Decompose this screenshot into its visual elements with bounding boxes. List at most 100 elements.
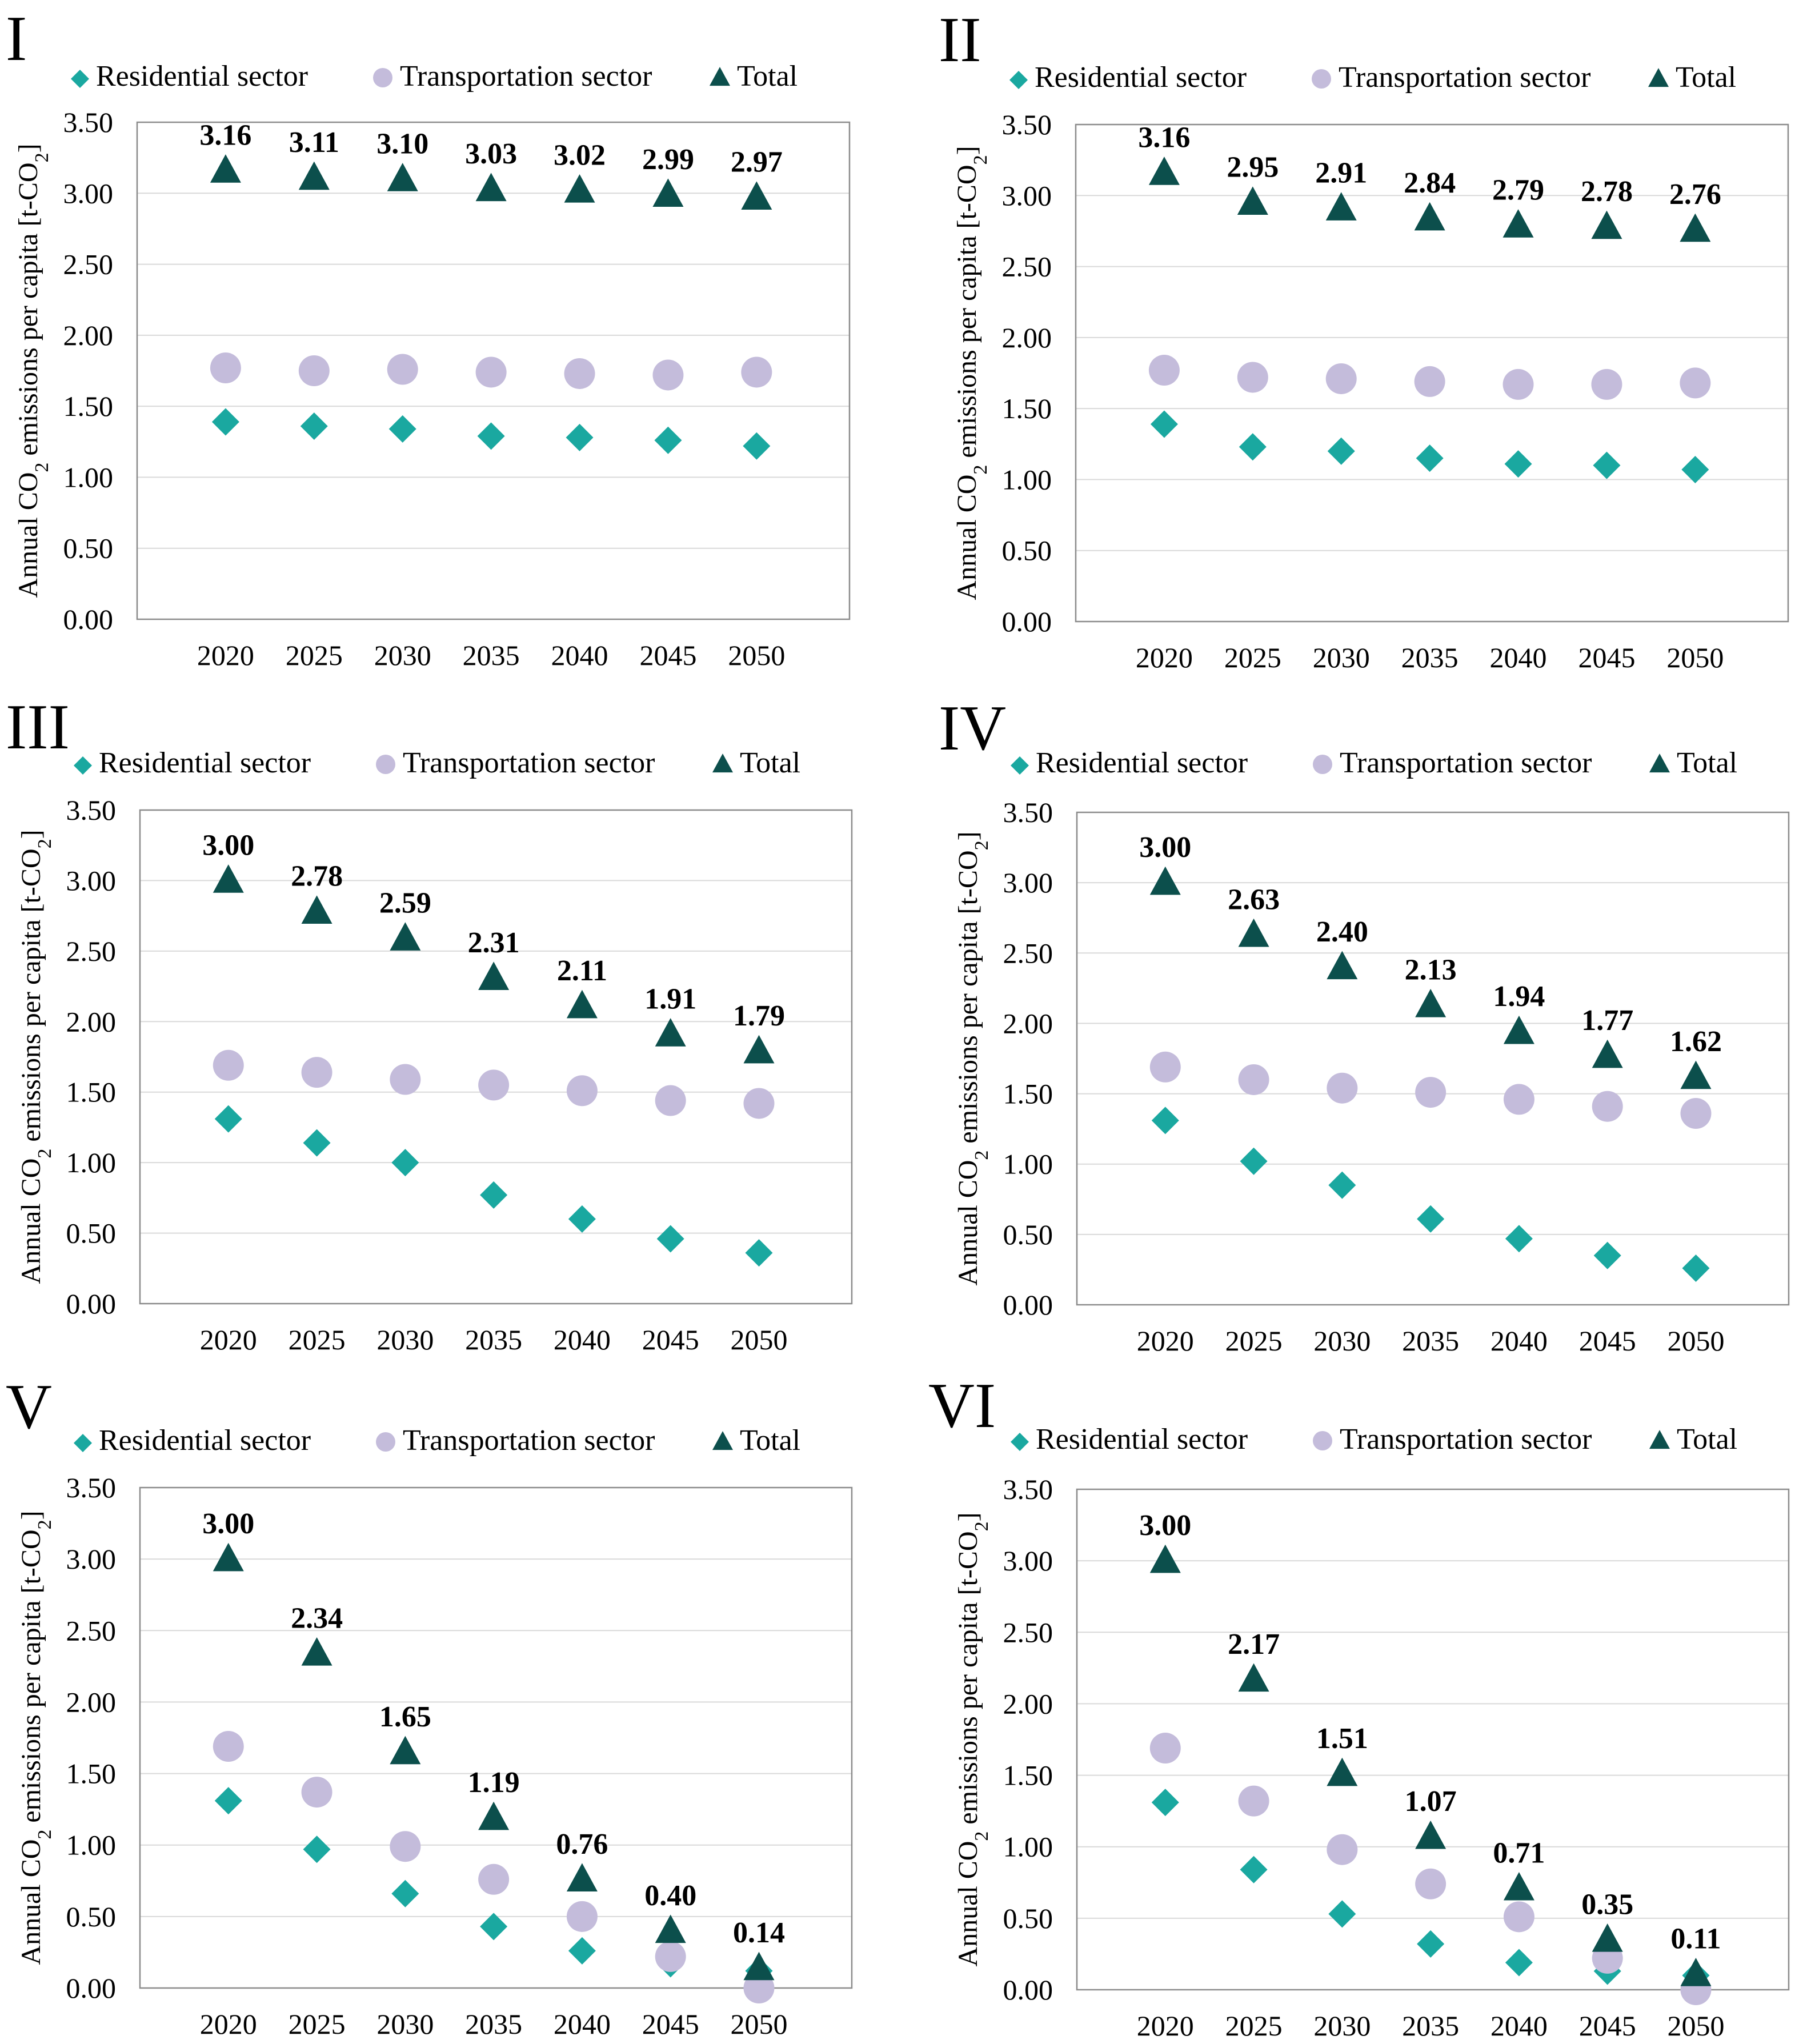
residential-point bbox=[743, 432, 771, 460]
x-tick-label: 2035 bbox=[1401, 642, 1459, 674]
x-tick-label: 2045 bbox=[642, 1324, 699, 1356]
legend-total-marker bbox=[712, 754, 733, 773]
transportation-point bbox=[655, 1085, 686, 1116]
total-point bbox=[564, 174, 595, 203]
legend-residential-marker bbox=[1009, 71, 1028, 89]
residential-point bbox=[1328, 1171, 1356, 1199]
transportation-point bbox=[564, 358, 595, 389]
panel-label: I bbox=[6, 3, 27, 74]
transportation-point bbox=[387, 354, 418, 385]
residential-point bbox=[1504, 450, 1532, 478]
total-data-label: 2.40 bbox=[1316, 916, 1368, 948]
total-data-label: 1.07 bbox=[1405, 1785, 1457, 1818]
x-tick-label: 2035 bbox=[465, 1324, 522, 1356]
total-point bbox=[1238, 918, 1269, 947]
x-tick-label: 2025 bbox=[286, 639, 343, 671]
x-tick-label: 2040 bbox=[1490, 642, 1547, 674]
legend-transportation-label: Transportation sector bbox=[403, 747, 655, 779]
total-point bbox=[475, 173, 507, 202]
transportation-point bbox=[478, 1069, 510, 1101]
x-tick-label: 2030 bbox=[1313, 642, 1370, 674]
transportation-point bbox=[743, 1973, 775, 2003]
x-tick-label: 2040 bbox=[1491, 1325, 1548, 1357]
transportation-point bbox=[390, 1064, 421, 1095]
residential-point bbox=[1327, 437, 1355, 465]
legend-transportation-marker bbox=[376, 755, 395, 774]
y-tick-label: 0.00 bbox=[63, 603, 114, 635]
total-data-label: 1.62 bbox=[1670, 1025, 1722, 1058]
residential-point bbox=[1416, 444, 1444, 472]
transportation-point bbox=[210, 352, 241, 384]
total-data-label: 1.77 bbox=[1581, 1004, 1633, 1037]
total-point bbox=[1149, 866, 1181, 895]
transportation-point bbox=[1325, 363, 1357, 394]
x-tick-label: 2045 bbox=[639, 639, 696, 671]
legend-residential-marker bbox=[74, 1434, 92, 1452]
y-tick-label: 3.50 bbox=[63, 106, 114, 138]
transportation-point bbox=[1414, 366, 1445, 397]
x-tick-label: 2020 bbox=[1136, 642, 1193, 674]
x-tick-label: 2040 bbox=[554, 2008, 611, 2040]
legend-residential-marker bbox=[1011, 1433, 1029, 1451]
total-point bbox=[1680, 213, 1711, 242]
legend-total-label: Total bbox=[1676, 61, 1736, 94]
y-tick-label: 1.00 bbox=[66, 1147, 117, 1179]
y-tick-label: 0.00 bbox=[1003, 1974, 1053, 2006]
total-data-label: 0.40 bbox=[644, 1879, 696, 1912]
y-tick-label: 1.00 bbox=[1003, 1148, 1053, 1180]
x-tick-label: 2020 bbox=[1137, 1325, 1194, 1357]
total-data-label: 1.19 bbox=[468, 1766, 520, 1799]
plot-frame bbox=[139, 1486, 853, 1989]
total-point bbox=[655, 1018, 686, 1047]
total-data-label: 2.78 bbox=[291, 860, 343, 893]
total-data-label: 1.51 bbox=[1316, 1722, 1368, 1755]
transportation-point bbox=[1503, 1084, 1534, 1115]
transportation-point bbox=[478, 1863, 510, 1895]
transportation-point bbox=[213, 1731, 244, 1762]
residential-point bbox=[391, 1149, 419, 1177]
x-tick-label: 2030 bbox=[1313, 2010, 1371, 2042]
legend-total-marker bbox=[710, 67, 730, 86]
y-tick-label: 2.50 bbox=[1003, 937, 1053, 969]
y-tick-label: 0.00 bbox=[1003, 1289, 1053, 1321]
legend-residential-label: Residential sector bbox=[1035, 61, 1247, 94]
transportation-point bbox=[390, 1831, 421, 1862]
residential-point bbox=[480, 1181, 508, 1209]
transportation-point bbox=[1680, 1098, 1712, 1129]
chart-panel-i: I Residential sector Transportation sector… bbox=[6, 3, 851, 671]
total-data-label: 3.16 bbox=[199, 119, 251, 152]
legend-total-label: Total bbox=[737, 60, 798, 93]
y-tick-label: 2.50 bbox=[1003, 1616, 1053, 1648]
plot-frame bbox=[1075, 123, 1789, 623]
residential-point bbox=[568, 1205, 596, 1233]
total-point bbox=[1503, 1871, 1534, 1901]
transportation-point bbox=[1327, 1834, 1358, 1865]
x-tick-label: 2050 bbox=[730, 1324, 787, 1356]
residential-point bbox=[1240, 1147, 1268, 1175]
transportation-point bbox=[1237, 362, 1268, 393]
total-point bbox=[1238, 1663, 1269, 1692]
legend-total-label: Total bbox=[740, 1424, 800, 1457]
total-data-label: 2.59 bbox=[379, 887, 431, 920]
legend-residential-label: Residential sector bbox=[1036, 747, 1248, 779]
legend-residential-marker bbox=[71, 70, 89, 88]
residential-point bbox=[1681, 456, 1709, 484]
transportation-point bbox=[1680, 367, 1711, 399]
total-data-label: 2.63 bbox=[1228, 883, 1280, 916]
y-axis-label: Annual CO2 emissions per capita [t-CO2] bbox=[952, 146, 991, 600]
x-tick-label: 2050 bbox=[1667, 1325, 1724, 1357]
legend: Residential sector Transportation sector T… bbox=[1011, 747, 1737, 779]
total-point bbox=[478, 1801, 510, 1830]
residential-point bbox=[745, 1239, 773, 1267]
transportation-point bbox=[1149, 1733, 1181, 1764]
y-tick-label: 2.50 bbox=[63, 249, 114, 280]
x-tick-label: 2045 bbox=[1579, 2010, 1636, 2042]
x-tick-label: 2050 bbox=[730, 2008, 787, 2040]
residential-point bbox=[1593, 1241, 1621, 1269]
plot-frame bbox=[1076, 811, 1790, 1306]
residential-point bbox=[1239, 433, 1267, 461]
x-tick-label: 2020 bbox=[200, 1324, 257, 1356]
y-tick-label: 3.50 bbox=[66, 794, 117, 826]
total-point bbox=[652, 178, 684, 207]
y-tick-label: 0.50 bbox=[66, 1217, 117, 1249]
